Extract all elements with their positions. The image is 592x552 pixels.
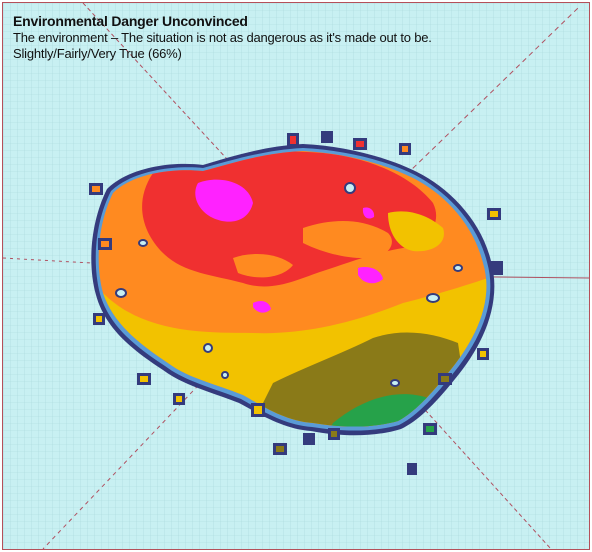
density-map [3,3,589,549]
map-header: Environmental Danger Unconvinced The env… [13,13,579,62]
interior-holes [115,182,463,387]
map-subtitle: The environment – The situation is not a… [13,30,432,45]
map-title: Environmental Danger Unconvinced [13,13,248,29]
map-caption: Slightly/Fairly/Very True (66%) [13,46,182,61]
outlier-cells [89,131,503,475]
